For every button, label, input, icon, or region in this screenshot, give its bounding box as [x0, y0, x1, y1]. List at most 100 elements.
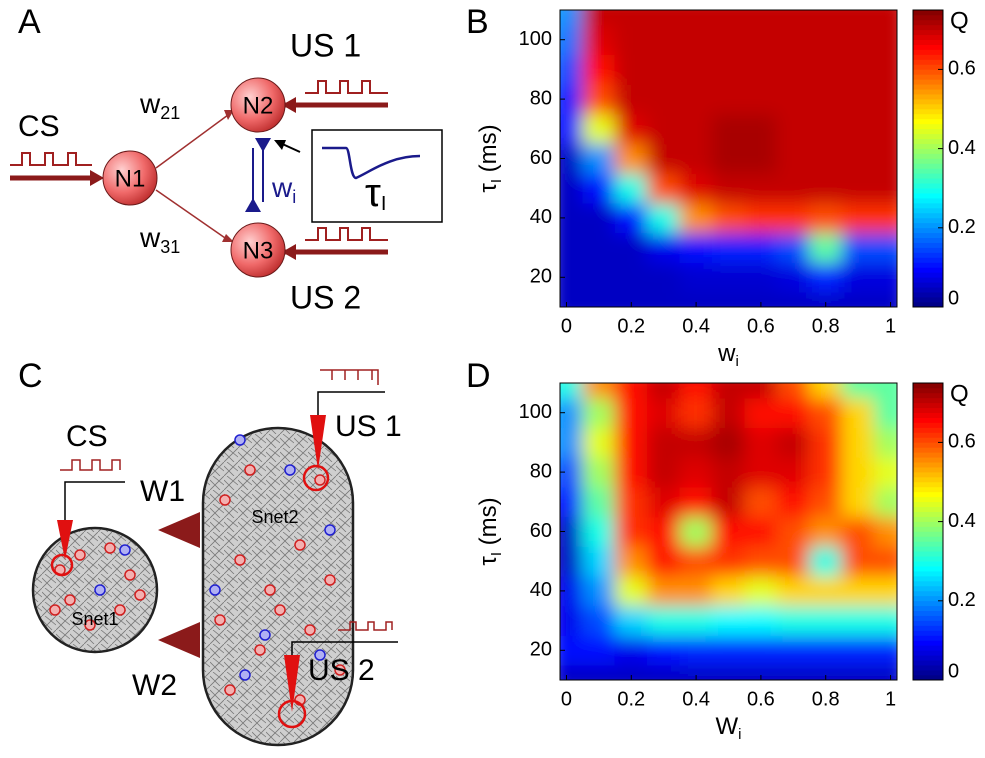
heatmap-cell: [873, 24, 897, 56]
heatmap-cell: [776, 10, 811, 26]
heatmap-cell: [560, 427, 584, 458]
x-label-sub: i: [736, 353, 739, 370]
x-tick-label: 0.2: [617, 688, 645, 710]
heatmap-cell: [646, 486, 681, 518]
heatmap-cell: [560, 605, 584, 636]
colorbar-step: [913, 516, 943, 522]
colorbar-step: [913, 654, 943, 661]
heatmap-cell: [744, 427, 778, 458]
heatmap-cell: [711, 427, 746, 458]
x-tick-label: 0.6: [747, 315, 775, 337]
heatmap-cell: [744, 456, 778, 488]
colorbar-step: [913, 148, 943, 154]
snet2: [201, 426, 355, 747]
heatmap-cell: [646, 664, 681, 680]
heatmap-cell: [776, 486, 811, 518]
heatmap-cell: [711, 516, 746, 547]
synapse: [245, 198, 261, 212]
colorbar-step: [913, 79, 943, 85]
heatmap-cell: [646, 575, 681, 607]
heatmap-cell: [809, 202, 843, 234]
pulse-train: [305, 227, 388, 241]
heatmap-cell: [809, 545, 843, 577]
heatmap-cell: [776, 427, 811, 458]
heatmap-cell: [679, 83, 713, 115]
colorbar-step: [913, 168, 943, 174]
heatmap-cell: [582, 10, 616, 26]
heatmap-cell: [614, 24, 648, 56]
colorbar-step: [913, 659, 943, 666]
heatmap-cell: [614, 10, 648, 26]
synapse: [224, 110, 234, 120]
heatmap-cell: [841, 427, 875, 458]
heatmap-cell: [582, 456, 616, 488]
heatmap-cell: [582, 113, 616, 145]
heatmap-cell: [841, 261, 875, 293]
electrode: [284, 655, 300, 712]
heatmap-cell: [614, 232, 648, 263]
heatmap-cell: [873, 202, 897, 234]
us1-label: US 1: [335, 410, 402, 443]
colorbar-step: [913, 113, 943, 120]
heatmap-cell: [809, 397, 843, 429]
colorbar-step: [913, 620, 943, 626]
colorbar-step: [913, 407, 943, 413]
colorbar-step: [913, 138, 943, 144]
heatmap-cell: [560, 516, 584, 547]
cs-label: CS: [18, 110, 60, 143]
colorbar-step: [913, 222, 943, 229]
heatmap-cell: [560, 456, 584, 488]
colorbar-step: [913, 650, 943, 656]
x-axis-label: wi: [717, 340, 739, 370]
y-label-sub: I: [488, 179, 505, 183]
target-ring: [277, 699, 307, 729]
colorbar-step: [913, 182, 943, 189]
heatmap-cell: [744, 232, 778, 263]
colorbar-step: [913, 640, 943, 646]
colorbar-step: [913, 202, 943, 209]
heatmap-cell: [809, 634, 843, 666]
heatmap-cell: [614, 383, 648, 399]
heatmap-cell: [679, 54, 713, 85]
neuron-label: N2: [243, 92, 274, 119]
heatmap-cell: [646, 634, 681, 666]
heatmap-cell: [873, 143, 897, 174]
colorbar-step: [913, 417, 943, 423]
x-tick-label: 0: [561, 315, 572, 337]
y-tick-label: 60: [530, 147, 552, 169]
heatmap-cell: [776, 664, 811, 680]
heatmap-cell: [744, 172, 778, 204]
colorbar-step: [913, 153, 943, 159]
x-label-base: W: [716, 713, 739, 740]
heatmap-cell: [809, 383, 843, 399]
colorbar-step: [913, 486, 943, 493]
colorbar-step: [913, 432, 943, 438]
neuron-label: N1: [115, 165, 146, 192]
connection: [155, 189, 229, 241]
heatmap-cell: [614, 54, 648, 85]
weight-label: w31: [139, 222, 180, 256]
heatmap-cell: [614, 427, 648, 458]
weight-sub: 21: [160, 103, 180, 123]
heatmap-cell: [841, 143, 875, 174]
colorbar-step: [913, 143, 943, 149]
heatmap-cell: [560, 397, 584, 429]
heatmap-cell: [776, 143, 811, 174]
colorbar-tick-label: 0: [948, 660, 959, 682]
heatmap-cell: [809, 605, 843, 636]
heatmap-cells: [560, 383, 897, 680]
y-label-base: τ: [475, 183, 502, 193]
heatmap-cell: [776, 291, 811, 307]
heatmap-cell: [582, 261, 616, 293]
heatmap-cell: [841, 54, 875, 85]
colorbar-step: [913, 291, 943, 298]
colorbar-step: [913, 197, 943, 204]
heatmap-cell: [744, 113, 778, 145]
colorbar-step: [913, 34, 943, 40]
heatmap-cell: [646, 202, 681, 234]
colorbar-step: [913, 64, 943, 70]
inhibitory-dots: [94, 434, 336, 681]
heatmap-cell: [582, 634, 616, 666]
heatmap-cell: [841, 397, 875, 429]
heatmap-cell: [614, 113, 648, 145]
